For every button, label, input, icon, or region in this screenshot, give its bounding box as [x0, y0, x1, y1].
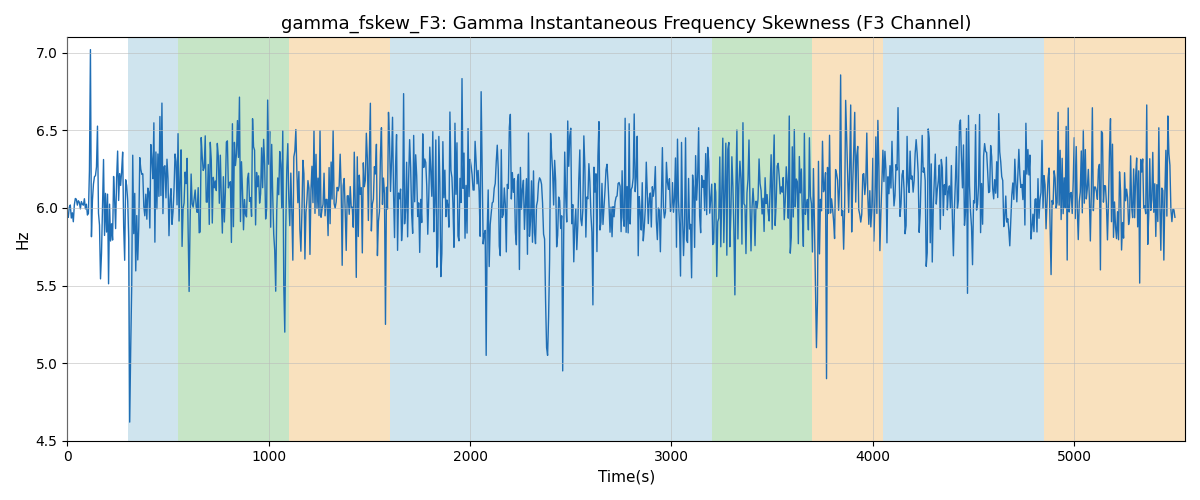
Bar — [127, 38, 178, 440]
Bar — [390, 38, 682, 440]
Bar — [289, 38, 390, 440]
Y-axis label: Hz: Hz — [16, 230, 30, 249]
Bar — [1044, 38, 1186, 440]
Title: gamma_fskew_F3: Gamma Instantaneous Frequency Skewness (F3 Channel): gamma_fskew_F3: Gamma Instantaneous Freq… — [281, 15, 971, 34]
Bar — [883, 38, 1044, 440]
Bar — [682, 38, 712, 440]
Bar — [178, 38, 289, 440]
Bar — [812, 38, 883, 440]
X-axis label: Time(s): Time(s) — [598, 470, 655, 485]
Bar — [712, 38, 812, 440]
